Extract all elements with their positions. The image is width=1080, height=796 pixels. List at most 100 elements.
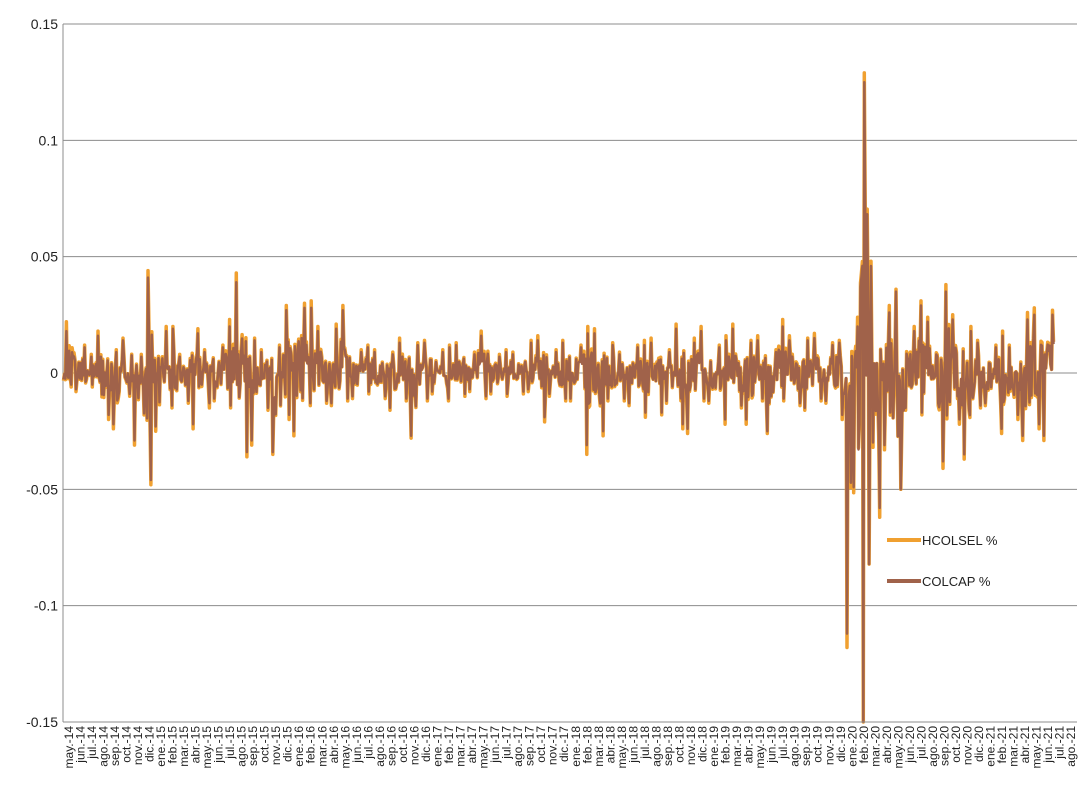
x-tick-label: abr.-17 xyxy=(465,726,479,764)
x-tick-label: abr.-15 xyxy=(189,726,203,764)
legend: HCOLSEL % COLCAP % xyxy=(887,533,998,589)
x-tick-label: dic.-16 xyxy=(419,726,433,762)
x-tick-label: jul.-16 xyxy=(361,726,375,760)
y-tick-label: 0 xyxy=(50,365,58,381)
x-tick-label: nov.-17 xyxy=(546,726,560,765)
x-tick-label: may.-20 xyxy=(891,726,905,769)
x-tick-label: may.-17 xyxy=(477,726,491,769)
x-tick-label: dic.-17 xyxy=(557,726,571,762)
x-tick-label: dic.-19 xyxy=(834,726,848,762)
x-axis: may.-14jun.-14jul.-14ago.-14sep.-14oct.-… xyxy=(62,721,1078,769)
x-tick-label: oct.-15 xyxy=(258,726,272,763)
x-tick-label: jul.-15 xyxy=(223,726,237,760)
x-tick-label: jun.-17 xyxy=(488,726,502,764)
x-tick-label: ago.-14 xyxy=(96,726,110,767)
x-tick-label: oct.-18 xyxy=(672,726,686,763)
x-tick-label: ene.-18 xyxy=(569,726,583,767)
x-tick-label: mar.-16 xyxy=(315,726,329,767)
x-tick-label: jul.-21 xyxy=(1053,726,1067,760)
x-tick-label: sep.-19 xyxy=(799,726,813,766)
legend-label: HCOLSEL % xyxy=(922,533,998,548)
x-tick-label: ene.-21 xyxy=(984,726,998,767)
x-tick-label: ago.-17 xyxy=(511,726,525,767)
series-line-colcap xyxy=(62,80,1055,724)
x-tick-label: feb.-16 xyxy=(304,726,318,764)
y-tick-label: 0.05 xyxy=(31,249,58,265)
x-tick-label: oct.-17 xyxy=(534,726,548,763)
x-tick-label: ago.-18 xyxy=(649,726,663,767)
x-tick-label: may.-19 xyxy=(753,726,767,769)
x-tick-label: mar.-21 xyxy=(1007,726,1021,767)
x-tick-label: jul.-19 xyxy=(776,726,790,760)
x-tick-label: feb.-19 xyxy=(719,726,733,764)
x-tick-label: abr.-21 xyxy=(1018,726,1032,764)
x-tick-label: dic.-15 xyxy=(281,726,295,762)
x-tick-label: mar.-20 xyxy=(868,726,882,767)
x-tick-label: dic.-20 xyxy=(972,726,986,762)
legend-label: COLCAP % xyxy=(922,574,991,589)
x-tick-label: may.-16 xyxy=(338,726,352,769)
x-tick-label: ago.-15 xyxy=(235,726,249,767)
x-tick-label: ene.-19 xyxy=(707,726,721,767)
x-tick-label: sep.-18 xyxy=(661,726,675,766)
x-tick-label: nov.-16 xyxy=(407,726,421,765)
x-tick-label: jul.-17 xyxy=(500,726,514,760)
x-tick-label: ago.-20 xyxy=(926,726,940,767)
x-tick-label: feb.-20 xyxy=(857,726,871,764)
x-tick-label: feb.-21 xyxy=(995,726,1009,764)
x-tick-label: oct.-16 xyxy=(396,726,410,763)
x-tick-label: may.-18 xyxy=(615,726,629,769)
x-tick-label: abr.-16 xyxy=(327,726,341,764)
x-tick-label: nov.-14 xyxy=(131,726,145,765)
x-tick-label: abr.-19 xyxy=(742,726,756,764)
x-tick-label: dic.-14 xyxy=(142,726,156,762)
x-tick-label: nov.-18 xyxy=(684,726,698,765)
x-tick-label: mar.-18 xyxy=(592,726,606,767)
y-tick-label: -0.05 xyxy=(26,481,58,497)
x-tick-label: nov.-15 xyxy=(269,726,283,765)
x-tick-label: jun.-19 xyxy=(765,726,779,764)
x-tick-label: feb.-17 xyxy=(442,726,456,764)
x-tick-label: may.-14 xyxy=(62,726,76,769)
x-tick-label: ene.-20 xyxy=(845,726,859,767)
x-tick-label: dic.-18 xyxy=(696,726,710,762)
x-tick-label: may.-21 xyxy=(1030,726,1044,769)
x-tick-label: feb.-15 xyxy=(165,726,179,764)
x-tick-label: mar.-15 xyxy=(177,726,191,767)
x-tick-label: ago.-16 xyxy=(373,726,387,767)
x-tick-label: ene.-17 xyxy=(430,726,444,767)
x-tick-label: jun.-15 xyxy=(212,726,226,764)
x-tick-label: may.-15 xyxy=(200,726,214,769)
x-tick-label: abr.-20 xyxy=(880,726,894,764)
x-tick-label: jun.-14 xyxy=(73,726,87,764)
x-tick-label: jun.-16 xyxy=(350,726,364,764)
y-tick-label: -0.15 xyxy=(26,714,58,730)
x-tick-label: jul.-14 xyxy=(85,726,99,760)
series-lines xyxy=(61,71,1056,724)
x-tick-label: jun.-18 xyxy=(626,726,640,764)
x-tick-label: sep.-20 xyxy=(937,726,951,766)
x-tick-label: mar.-19 xyxy=(730,726,744,767)
x-tick-label: ene.-15 xyxy=(154,726,168,767)
x-tick-label: oct.-20 xyxy=(949,726,963,763)
x-tick-label: oct.-14 xyxy=(119,726,133,763)
y-tick-label: -0.1 xyxy=(34,598,58,614)
x-tick-label: ago.-19 xyxy=(788,726,802,767)
x-tick-label: sep.-14 xyxy=(108,726,122,766)
x-tick-label: sep.-15 xyxy=(246,726,260,766)
x-tick-label: mar.-17 xyxy=(454,726,468,767)
x-tick-label: nov.-19 xyxy=(822,726,836,765)
x-tick-label: jul.-20 xyxy=(914,726,928,760)
x-tick-label: nov.-20 xyxy=(961,726,975,765)
x-tick-label: sep.-16 xyxy=(384,726,398,766)
x-tick-label: feb.-18 xyxy=(580,726,594,764)
y-tick-label: 0.1 xyxy=(39,132,59,148)
x-tick-label: abr.-18 xyxy=(603,726,617,764)
x-tick-label: jul.-18 xyxy=(638,726,652,760)
y-axis-tick-labels: 0.15 0.1 0.05 0 -0.05 -0.1 -0.15 xyxy=(26,16,58,730)
x-tick-label: sep.-17 xyxy=(523,726,537,766)
x-tick-label: oct.-19 xyxy=(811,726,825,763)
